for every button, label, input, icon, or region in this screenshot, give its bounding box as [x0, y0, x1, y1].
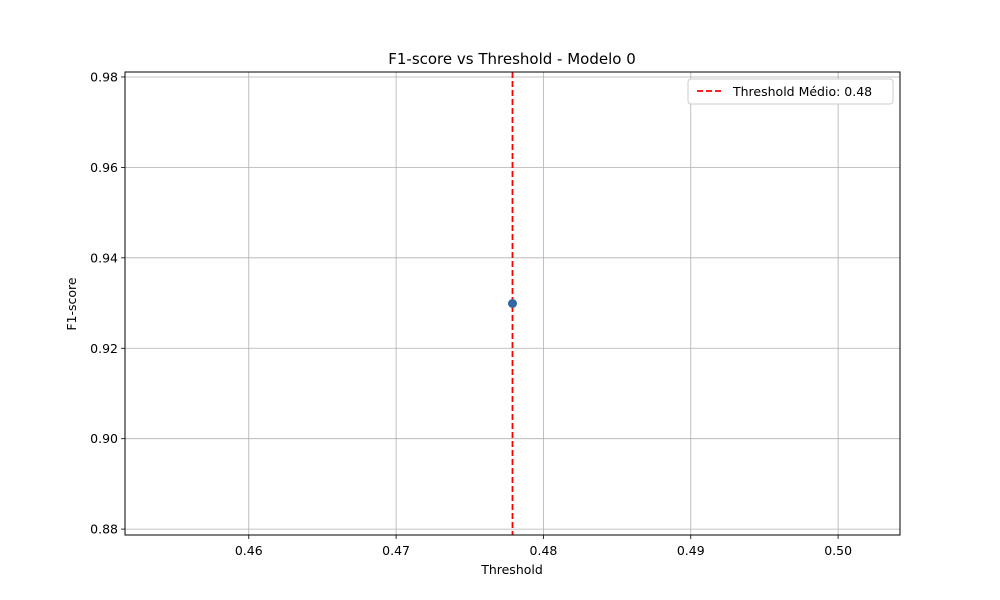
y-tick-label: 0.90 [90, 431, 118, 446]
x-tick-label: 0.47 [382, 543, 410, 558]
x-tick-label: 0.46 [235, 543, 263, 558]
y-tick-label: 0.92 [90, 341, 118, 356]
x-tick-label: 0.50 [824, 543, 852, 558]
data-point [508, 299, 517, 308]
legend-label: Threshold Médio: 0.48 [732, 84, 872, 99]
plot-marks [508, 72, 517, 535]
y-tick-label: 0.96 [90, 160, 118, 175]
x-axis-title: Threshold [480, 562, 543, 577]
x-tick-label: 0.49 [677, 543, 705, 558]
legend-box [687, 78, 894, 105]
axis-ticks: 0.46 0.47 0.48 0.49 0.50 0.88 0.90 0.92 0.94 0.96… [90, 69, 852, 558]
chart-title: F1-score vs Threshold - Modelo 0 [388, 50, 636, 68]
y-tick-label: 0.88 [90, 522, 118, 537]
legend: Threshold Médio: 0.48 [687, 78, 894, 105]
y-tick-label: 0.94 [90, 250, 118, 265]
y-axis-title: F1-score [64, 277, 79, 331]
x-tick-label: 0.48 [530, 543, 558, 558]
y-tick-label: 0.98 [90, 69, 118, 84]
plot-frame [124, 71, 901, 536]
